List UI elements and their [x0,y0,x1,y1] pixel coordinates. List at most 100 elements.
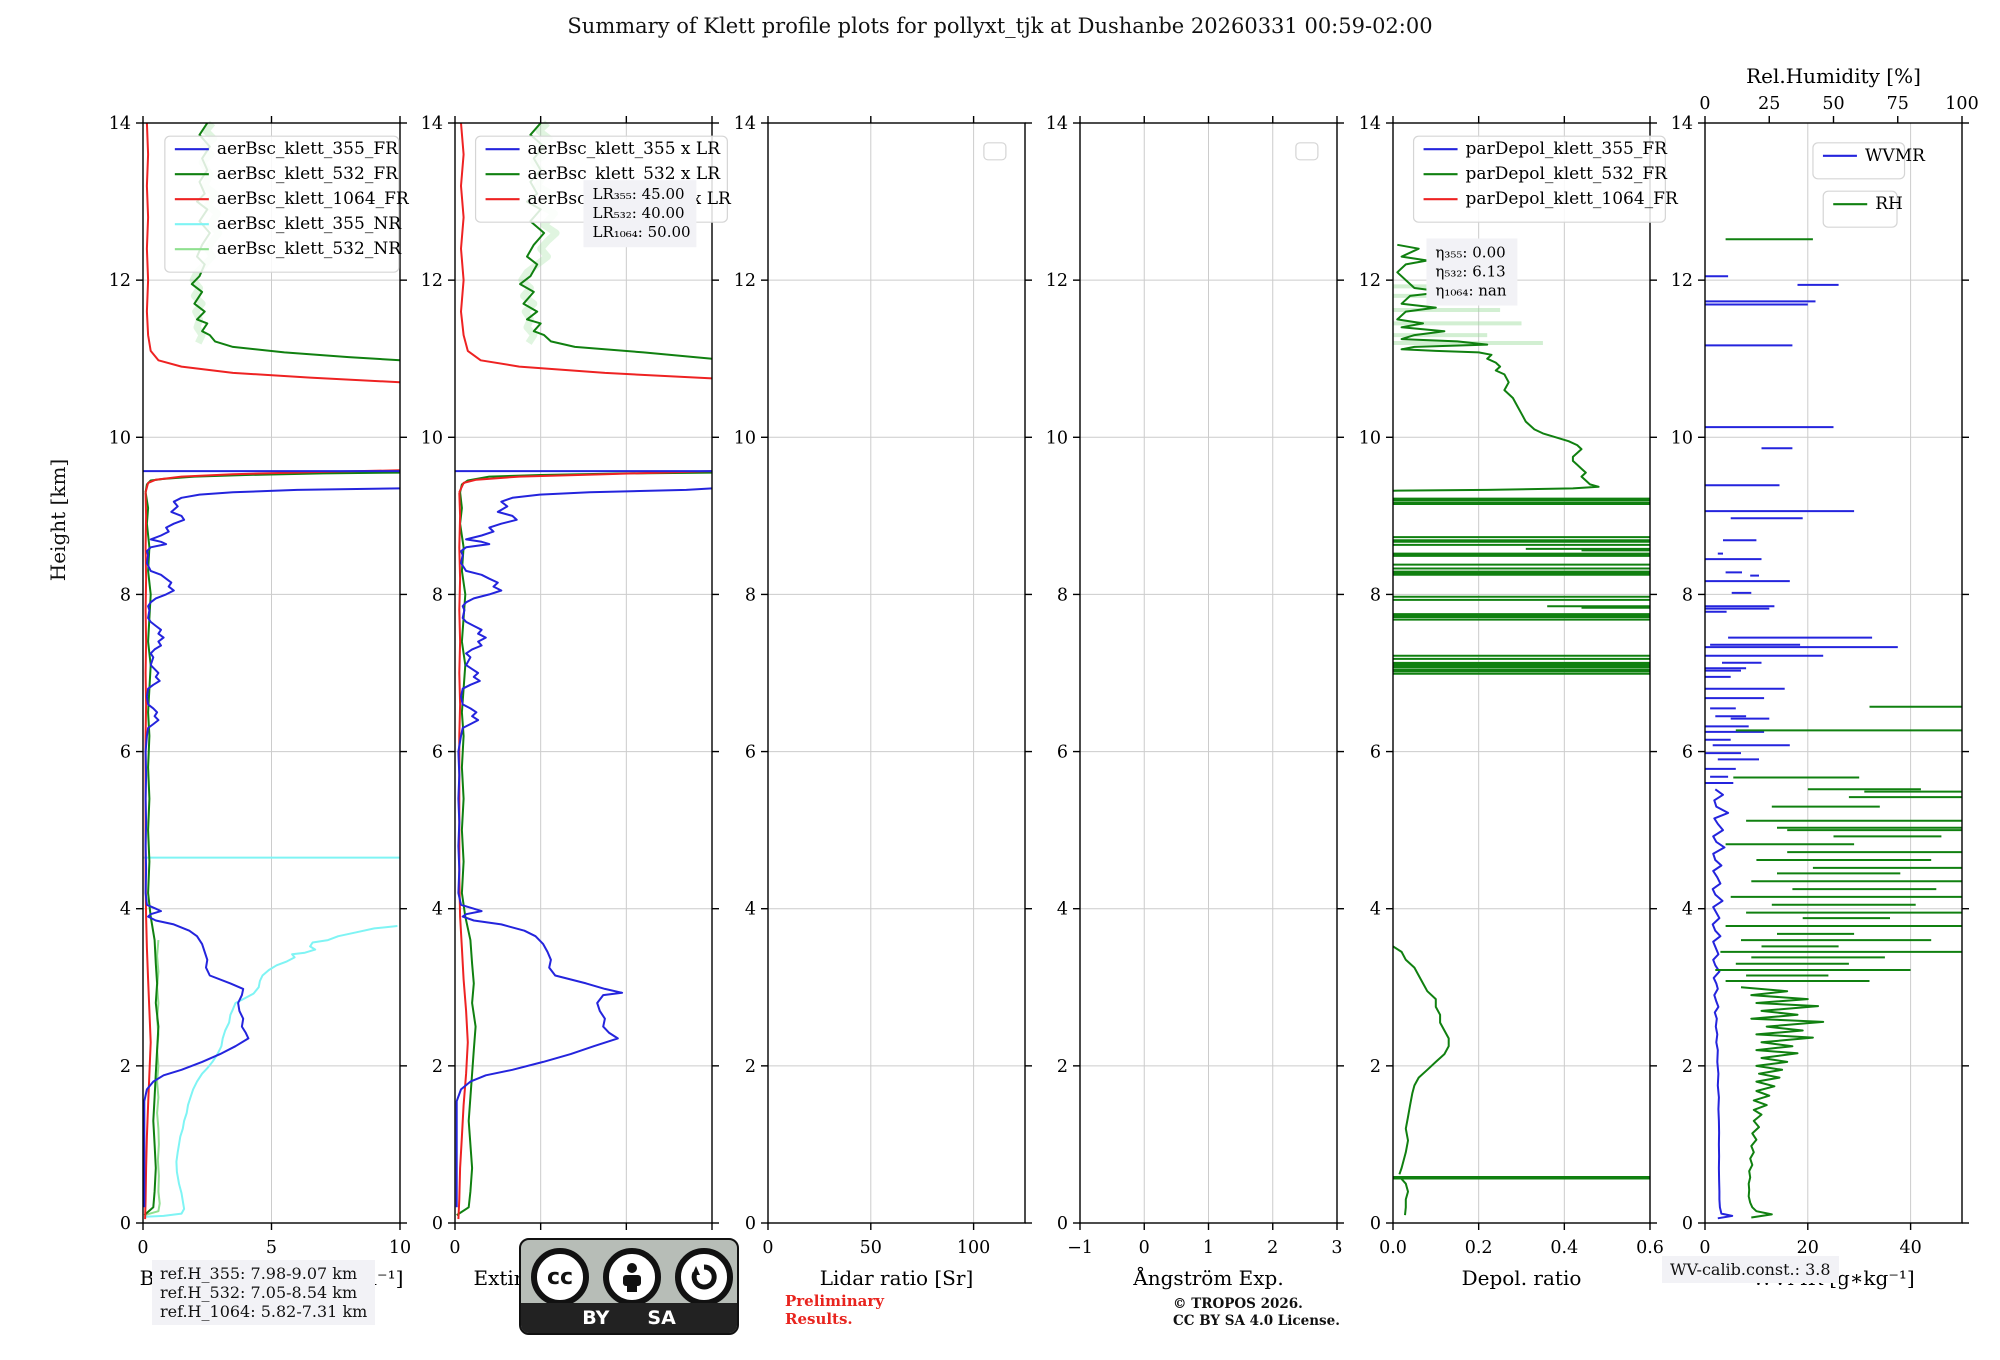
panel-wvmr: 0204002468101214WVMR [g∗kg⁻¹]0255075100R… [1671,64,1979,1290]
legend-label: aerBsc_klett_355_NR [217,214,402,234]
series-RH [1740,986,1825,1219]
x-tick-label: 40 [1899,1238,1921,1258]
x-tick-label: 0.0 [1379,1238,1407,1258]
x-tick-label: 20 [1797,1238,1819,1258]
x-tick-label: 10 [389,1238,411,1258]
y-tick-label: 2 [1057,1057,1068,1077]
y-tick-label: 8 [1057,585,1068,605]
top-tick-label: 50 [1822,94,1844,114]
annotation-box [1426,238,1518,306]
panel-lidar-ratio: 0 50 100 0 2 4 6 8 10 12 14 Lidar ratio [Sr] [734,114,1032,1290]
annotation-line: η₃₅₅: 0.00 [1435,244,1505,262]
y-tick-label: 14 [734,114,756,134]
x-tick-label: 0.4 [1550,1238,1578,1258]
y-tick-label: 2 [432,1057,443,1077]
y-tick-label: 6 [1682,743,1693,763]
y-tick-label: 2 [1370,1057,1381,1077]
y-tick-label: 8 [120,585,131,605]
axes-frame [1704,122,1963,1224]
y-tick-label: 6 [432,743,443,763]
cc-sa-label: SA [647,1307,676,1329]
series-aerBsc_klett_355-x-LR [455,487,713,1208]
panel-depol-ratio: 0.0 0.2 0.4 0.6 0 2 4 6 8 10 12 14 Depol. ratio parDe… [1359,114,1679,1290]
annotation-line: LR₃₅₅: 45.00 [593,185,685,203]
x-tick-label: 0 [762,1238,773,1258]
y-tick-label: 8 [1370,585,1381,605]
x-tick-label: 0.2 [1465,1238,1493,1258]
series-WVMR [1711,788,1734,1220]
reference-height-box: ref.H_355: 7.98-9.07 km ref.H_532: 7.05-… [152,1260,376,1325]
y-tick-label: 14 [1359,114,1381,134]
x-tick-label: 1 [1203,1238,1214,1258]
y-tick-label: 6 [1057,743,1068,763]
legend-label: parDepol_klett_1064_FR [1466,189,1679,209]
figure-title: Summary of Klett profile plots for polly… [567,14,1433,38]
y-tick-label: 6 [745,743,756,763]
y-tick-label: 4 [745,900,756,920]
y-tick-label: 0 [120,1214,131,1234]
x-tick-label: 5 [266,1238,277,1258]
y-tick-label: 12 [1671,271,1693,291]
annotation-box [583,180,697,248]
y-tick-label: 4 [432,900,443,920]
tropos-copyright: © TROPOS 2026. CC BY SA 4.0 License. [1173,1296,1340,1329]
series-parDepol_klett_532_FR [1400,1178,1409,1216]
series-aerBsc_klett_1064_FR [145,122,401,384]
annotation-line: LR₁₀₆₄: 50.00 [593,223,691,241]
x-tick-label: 0.6 [1636,1238,1664,1258]
y-tick-label: 14 [421,114,443,134]
y-tick-label: 14 [1671,114,1693,134]
y-tick-label: 12 [421,271,443,291]
series-aerBsc_klett_532_FR [143,492,160,1216]
x-tick-label: −1 [1067,1238,1093,1258]
y-tick-label: 10 [1671,428,1693,448]
series-aerBsc_klett_355_NR [145,925,398,1218]
legend-label: aerBsc_klett_355_FR [217,139,399,159]
y-axis-label: Height [km] [46,458,70,582]
x-tick-label: 100 [957,1238,990,1258]
series-aerBsc_klett_355_FR [143,487,401,1208]
y-tick-label: 14 [109,114,131,134]
y-tick-label: 6 [1370,743,1381,763]
y-tick-label: 14 [1046,114,1068,134]
x-tick-label: 0 [449,1238,460,1258]
legend-box [1412,135,1666,223]
cc-by-label: BY [582,1307,610,1329]
x-axis-label: Lidar ratio [Sr] [820,1266,974,1290]
legend-label: aerBsc_klett_532 x LR [528,164,722,184]
annotation-line: η₅₃₂: 6.13 [1435,263,1505,281]
preliminary-results-note: Preliminary Results. [785,1292,884,1328]
axes-frame [1392,122,1651,1224]
y-tick-label: 2 [1682,1057,1693,1077]
y-tick-label: 10 [109,428,131,448]
top-tick-label: 0 [1699,94,1710,114]
legend-label: aerBsc_klett_1064_FR [217,189,410,209]
legend-label: aerBsc_klett_355 x LR [528,139,722,159]
annotation-line: η₁₀₆₄: nan [1435,282,1506,300]
legend-box [164,135,400,273]
top-tick-label: 25 [1758,94,1780,114]
cc-by-person-icon [603,1248,661,1306]
legend-label: WVMR [1865,146,1926,166]
series-aerBsc_klett_1064-x-LR [460,122,713,380]
y-tick-label: 8 [745,585,756,605]
series-aerBsc_klett_1064-x-LR [458,470,713,493]
y-tick-label: 12 [734,271,756,291]
top-tick-label: 75 [1887,94,1909,114]
top-axis-label: Rel.Humidity [%] [1746,64,1921,88]
wv-calib-constant: WV-calib.const.: 3.8 [1662,1256,1839,1283]
x-axis-label: Ångström Exp. [1132,1265,1283,1290]
x-tick-label: 0 [1139,1238,1150,1258]
x-tick-label: 0 [1699,1238,1710,1258]
legend-label: parDepol_klett_532_FR [1466,164,1669,184]
cc-badge-bar: BY SA [521,1303,737,1333]
x-tick-label: 0 [137,1238,148,1258]
y-tick-label: 10 [1046,428,1068,448]
panel-backscatter: 051002468101214Backsc. coeff. [Msr⁻¹ m⁻¹… [109,114,411,1290]
y-tick-label: 8 [432,585,443,605]
legend-empty [983,142,1007,161]
panel-extinction: 010020030002468101214Extinct. coeff. [Mm… [421,114,732,1290]
y-tick-label: 10 [1359,428,1381,448]
series-aerBsc_klett_532-x-LR [456,492,477,1216]
y-tick-label: 10 [421,428,443,448]
